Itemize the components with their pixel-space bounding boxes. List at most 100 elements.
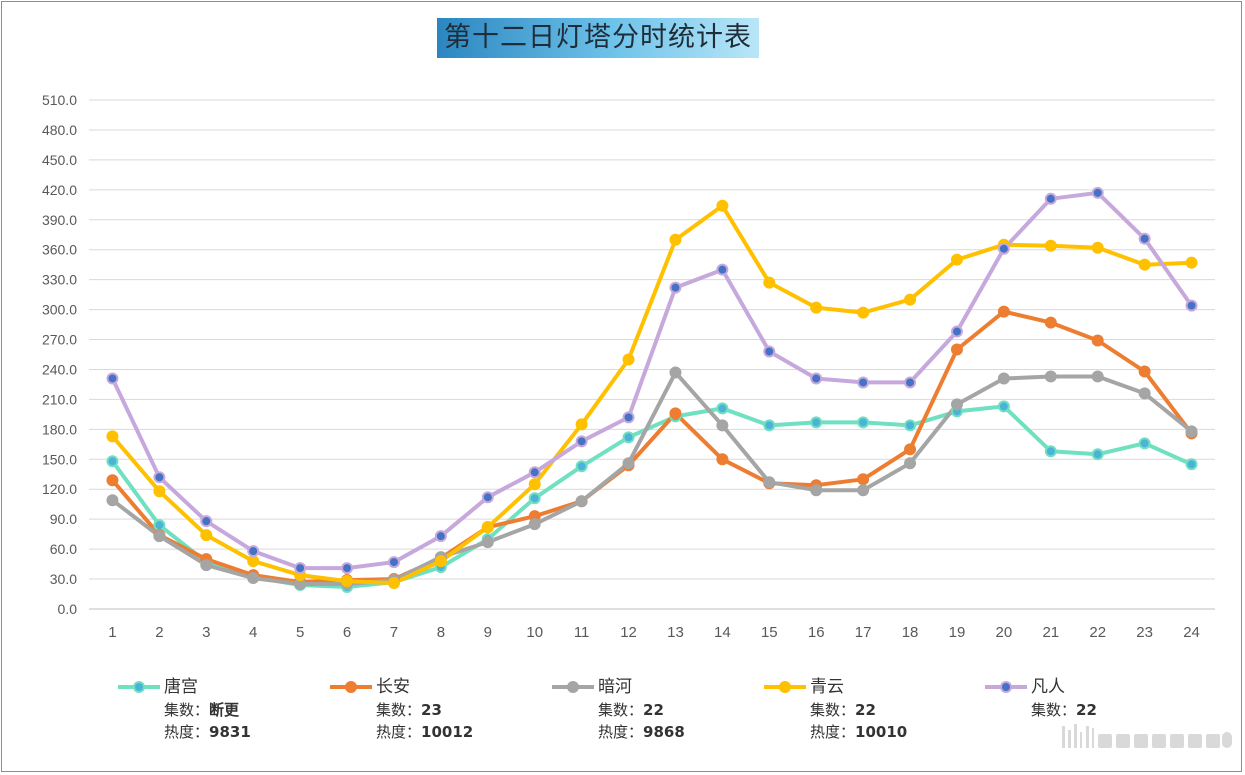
series-line xyxy=(110,309,1194,585)
y-tick-label: 180.0 xyxy=(42,421,77,437)
data-point xyxy=(1138,258,1151,271)
data-point xyxy=(481,521,494,534)
x-tick-label: 4 xyxy=(249,624,257,641)
data-point xyxy=(950,398,963,411)
chart-title: 第十二日灯塔分时统计表 xyxy=(437,18,759,58)
data-point xyxy=(1044,370,1057,383)
series-line xyxy=(110,370,1194,586)
data-point xyxy=(763,345,776,358)
data-point xyxy=(106,430,119,443)
data-point xyxy=(997,242,1010,255)
data-point xyxy=(810,416,823,429)
y-tick-label: 90.0 xyxy=(50,511,77,527)
data-point xyxy=(153,530,166,543)
data-point xyxy=(1185,458,1198,471)
data-point xyxy=(247,572,260,585)
y-tick-label: 30.0 xyxy=(50,571,77,587)
data-point xyxy=(716,453,729,466)
legend-episodes: 集数：23 xyxy=(376,701,442,719)
data-point xyxy=(622,353,635,366)
data-point xyxy=(434,530,447,543)
x-tick-label: 6 xyxy=(343,624,351,641)
data-point xyxy=(904,443,917,456)
legend-episodes: 集数：22 xyxy=(598,701,664,719)
x-tick-label: 19 xyxy=(949,624,966,641)
x-tick-label: 3 xyxy=(202,624,210,641)
data-point xyxy=(904,457,917,470)
data-point xyxy=(341,575,354,588)
data-point xyxy=(387,577,400,590)
data-point xyxy=(481,491,494,504)
y-tick-label: 360.0 xyxy=(42,242,77,258)
data-point xyxy=(669,366,682,379)
data-point xyxy=(434,555,447,568)
legend-heat: 热度：9868 xyxy=(598,723,685,741)
x-tick-label: 12 xyxy=(620,624,637,641)
legend-label: 凡人 xyxy=(1031,677,1065,697)
data-point xyxy=(1091,334,1104,347)
legend-label: 长安 xyxy=(376,677,410,697)
x-tick-label: 21 xyxy=(1042,624,1059,641)
data-point xyxy=(153,471,166,484)
data-point xyxy=(669,233,682,246)
data-point xyxy=(575,495,588,508)
data-point xyxy=(1091,448,1104,461)
x-tick-label: 15 xyxy=(761,624,778,641)
data-point xyxy=(200,559,213,572)
series-line xyxy=(110,190,1194,571)
x-tick-label: 10 xyxy=(526,624,543,641)
data-point xyxy=(1138,365,1151,378)
x-tick-label: 20 xyxy=(996,624,1013,641)
x-tick-label: 22 xyxy=(1089,624,1106,641)
legend-marker-icon xyxy=(330,681,372,693)
data-point xyxy=(1138,232,1151,245)
y-tick-label: 420.0 xyxy=(42,182,77,198)
data-point xyxy=(857,484,870,497)
data-point xyxy=(716,419,729,432)
data-point xyxy=(904,293,917,306)
data-point xyxy=(950,253,963,266)
data-point xyxy=(857,376,870,389)
legend-marker-icon xyxy=(764,681,806,693)
y-tick-label: 300.0 xyxy=(42,302,77,318)
data-point xyxy=(622,457,635,470)
data-point xyxy=(810,301,823,314)
y-tick-label: 210.0 xyxy=(42,391,77,407)
legend-episodes: 集数：22 xyxy=(1031,701,1097,719)
legend-label: 唐宫 xyxy=(164,677,198,697)
data-point xyxy=(716,263,729,276)
legend-marker-icon xyxy=(985,681,1027,693)
data-point xyxy=(950,325,963,338)
data-point xyxy=(763,419,776,432)
data-point xyxy=(341,562,354,575)
x-tick-label: 23 xyxy=(1136,624,1153,641)
x-tick-label: 24 xyxy=(1183,624,1200,641)
y-tick-label: 60.0 xyxy=(50,541,77,557)
legend-heat: 热度：10012 xyxy=(376,723,474,741)
data-point xyxy=(106,494,119,507)
y-tick-label: 240.0 xyxy=(42,361,77,377)
data-point xyxy=(1091,186,1104,199)
data-point xyxy=(904,376,917,389)
y-tick-label: 0.0 xyxy=(58,601,78,617)
x-tick-label: 13 xyxy=(667,624,684,641)
data-point xyxy=(1185,425,1198,438)
data-point xyxy=(1044,445,1057,458)
data-point xyxy=(669,407,682,420)
y-tick-label: 270.0 xyxy=(42,332,77,348)
y-tick-label: 330.0 xyxy=(42,272,77,288)
data-point xyxy=(247,555,260,568)
data-point xyxy=(763,476,776,489)
watermark-icon xyxy=(1062,724,1232,748)
legend-marker-icon xyxy=(118,681,160,693)
data-point xyxy=(106,474,119,487)
y-tick-label: 390.0 xyxy=(42,212,77,228)
data-point xyxy=(200,515,213,528)
data-point xyxy=(1185,299,1198,312)
x-tick-label: 16 xyxy=(808,624,825,641)
data-point xyxy=(106,372,119,385)
data-point xyxy=(153,519,166,532)
data-point xyxy=(763,276,776,289)
data-point xyxy=(1185,256,1198,269)
